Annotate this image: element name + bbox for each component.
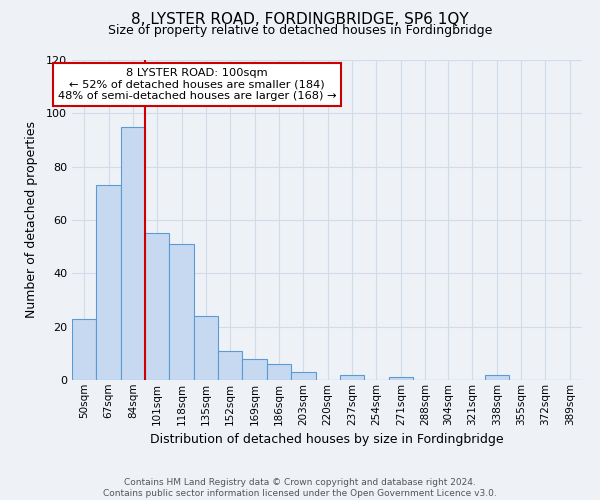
Bar [389, 378, 413, 380]
Y-axis label: Number of detached properties: Number of detached properties [25, 122, 38, 318]
Bar [145, 234, 169, 380]
Bar [218, 350, 242, 380]
Bar [291, 372, 316, 380]
Bar [97, 186, 121, 380]
Bar [267, 364, 291, 380]
Bar [340, 374, 364, 380]
Text: 8, LYSTER ROAD, FORDINGBRIDGE, SP6 1QY: 8, LYSTER ROAD, FORDINGBRIDGE, SP6 1QY [131, 12, 469, 28]
Bar [72, 318, 97, 380]
Bar [121, 126, 145, 380]
Bar [242, 358, 267, 380]
Bar [485, 374, 509, 380]
X-axis label: Distribution of detached houses by size in Fordingbridge: Distribution of detached houses by size … [150, 433, 504, 446]
Text: Contains HM Land Registry data © Crown copyright and database right 2024.
Contai: Contains HM Land Registry data © Crown c… [103, 478, 497, 498]
Text: 8 LYSTER ROAD: 100sqm
← 52% of detached houses are smaller (184)
48% of semi-det: 8 LYSTER ROAD: 100sqm ← 52% of detached … [58, 68, 336, 101]
Bar [169, 244, 194, 380]
Bar [194, 316, 218, 380]
Text: Size of property relative to detached houses in Fordingbridge: Size of property relative to detached ho… [108, 24, 492, 37]
